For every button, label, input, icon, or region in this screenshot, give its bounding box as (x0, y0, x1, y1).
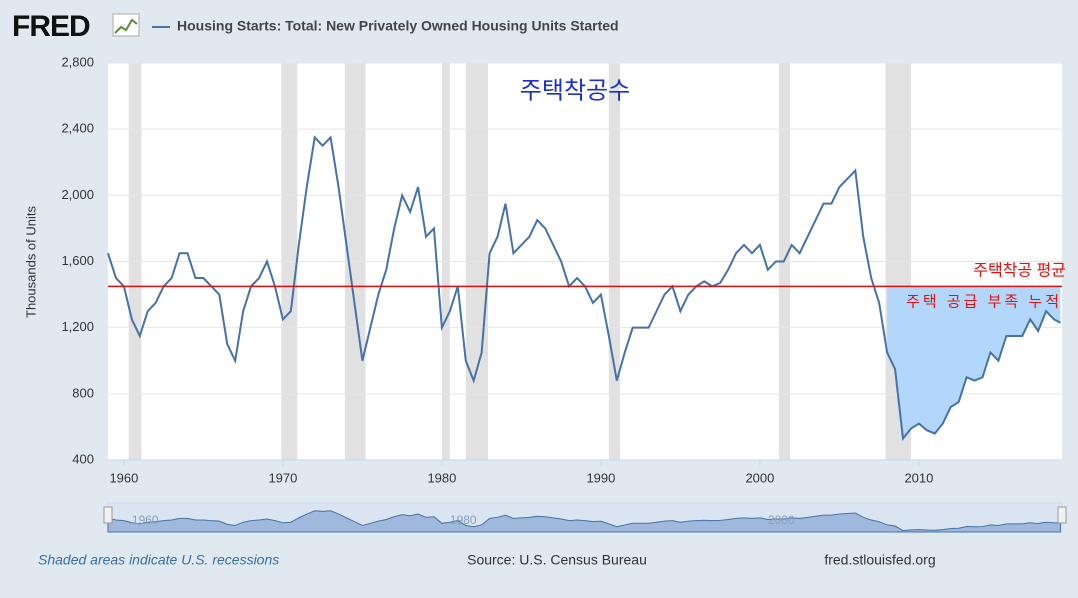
x-tick-label: 1980 (427, 470, 456, 485)
y-tick-label: 2,800 (61, 54, 94, 69)
y-tick-label: 2,000 (61, 187, 94, 202)
logo: FRED (12, 10, 90, 43)
y-tick-label: 2,400 (61, 121, 94, 136)
navigator-label: 1960 (132, 513, 159, 527)
x-tick-label: 2000 (745, 470, 774, 485)
y-tick-label: 1,200 (61, 319, 94, 334)
logo-icon (112, 13, 140, 37)
footer-note: Shaded areas indicate U.S. recessions (38, 552, 279, 568)
average-label: 주택착공 평균 (973, 262, 1066, 280)
shortage-label: 주택 공급 부족 누적 (906, 293, 1062, 310)
site: fred.stlouisfed.org (824, 552, 935, 568)
annotation: 주택착공수 (520, 77, 630, 104)
navigator-label: 1980 (450, 513, 477, 527)
shortage-area (887, 286, 1061, 439)
x-tick-label: 1960 (109, 470, 138, 485)
x-tick-label: 2010 (904, 470, 933, 485)
legend-label: Housing Starts: Total: New Privately Own… (177, 18, 619, 34)
y-axis-label: Thousands of Units (23, 206, 38, 319)
logo-icon-line (114, 18, 138, 34)
x-tick-label: 1990 (586, 470, 615, 485)
navigator-label: 2000 (768, 513, 795, 527)
navigator-handle[interactable] (1057, 506, 1067, 524)
y-tick-label: 800 (72, 385, 94, 400)
y-tick-label: 400 (72, 451, 94, 466)
x-tick-label: 1970 (268, 470, 297, 485)
navigator-area (107, 510, 1061, 533)
source: Source: U.S. Census Bureau (467, 552, 647, 568)
y-tick-label: 1,600 (61, 253, 94, 268)
navigator-handle[interactable] (103, 506, 113, 524)
